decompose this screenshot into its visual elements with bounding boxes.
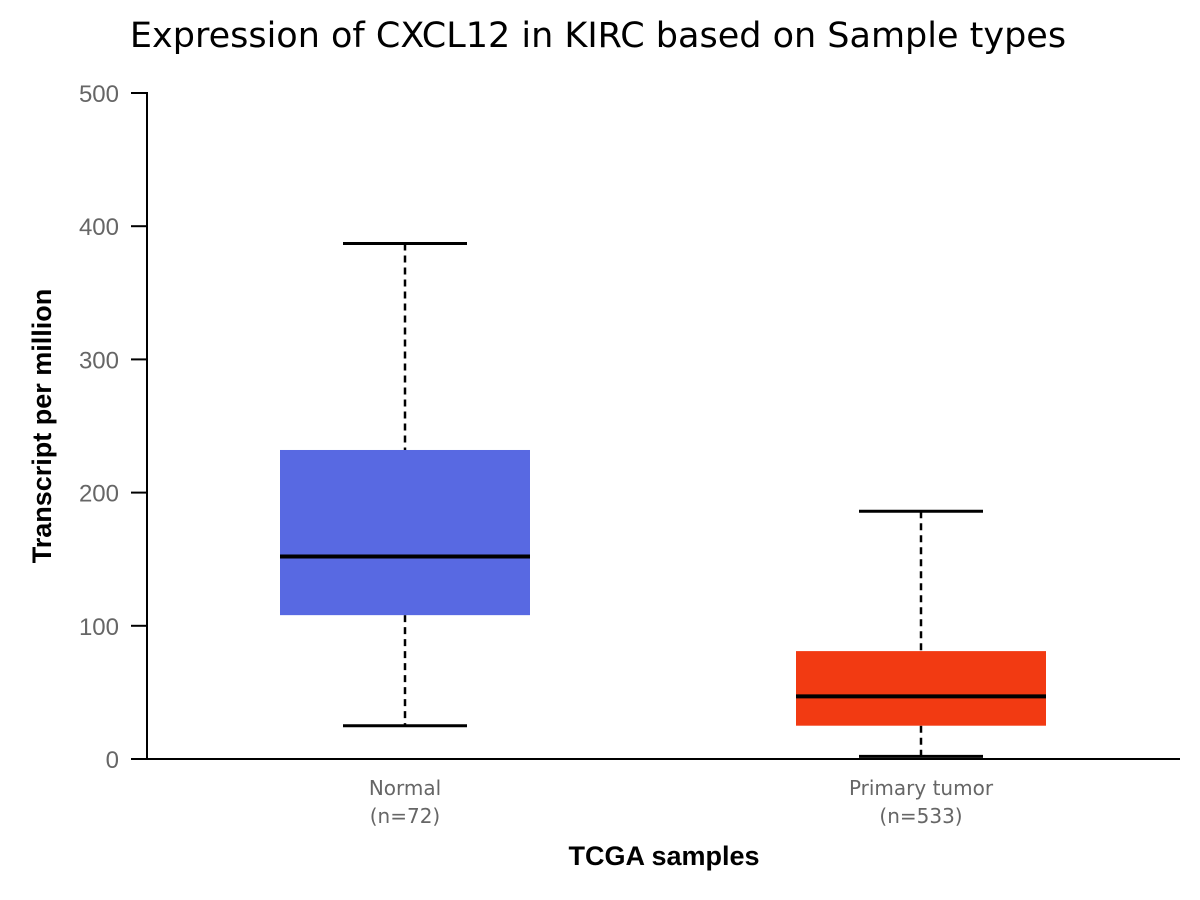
y-ticks: 0 100 200 300 400 500 xyxy=(79,81,147,774)
x-ticks: Normal (n=72) Primary tumor (n=533) xyxy=(369,776,994,828)
y-tick-label: 200 xyxy=(79,481,119,508)
box-series xyxy=(280,242,1046,758)
y-tick-label: 100 xyxy=(79,614,119,641)
x-tick-label: Primary tumor xyxy=(849,776,994,800)
y-tick-label: 400 xyxy=(79,214,119,241)
x-axis-label: TCGA samples xyxy=(568,841,759,871)
box-body xyxy=(280,449,530,616)
box-group xyxy=(280,242,530,728)
y-tick-label: 300 xyxy=(79,347,119,374)
x-tick-sample-count: (n=72) xyxy=(370,804,441,828)
x-tick-label: Normal xyxy=(369,776,441,800)
y-tick-label: 500 xyxy=(79,81,119,108)
box-body xyxy=(796,651,1046,726)
box-group xyxy=(796,509,1046,758)
chart-title: Expression of CXCL12 in KIRC based on Sa… xyxy=(130,16,1066,56)
x-tick-sample-count: (n=533) xyxy=(879,804,962,828)
y-tick-label: 0 xyxy=(106,747,119,774)
y-axis-label: Transcript per million xyxy=(27,289,57,564)
y-axis: 0 100 200 300 400 500 xyxy=(79,81,148,774)
